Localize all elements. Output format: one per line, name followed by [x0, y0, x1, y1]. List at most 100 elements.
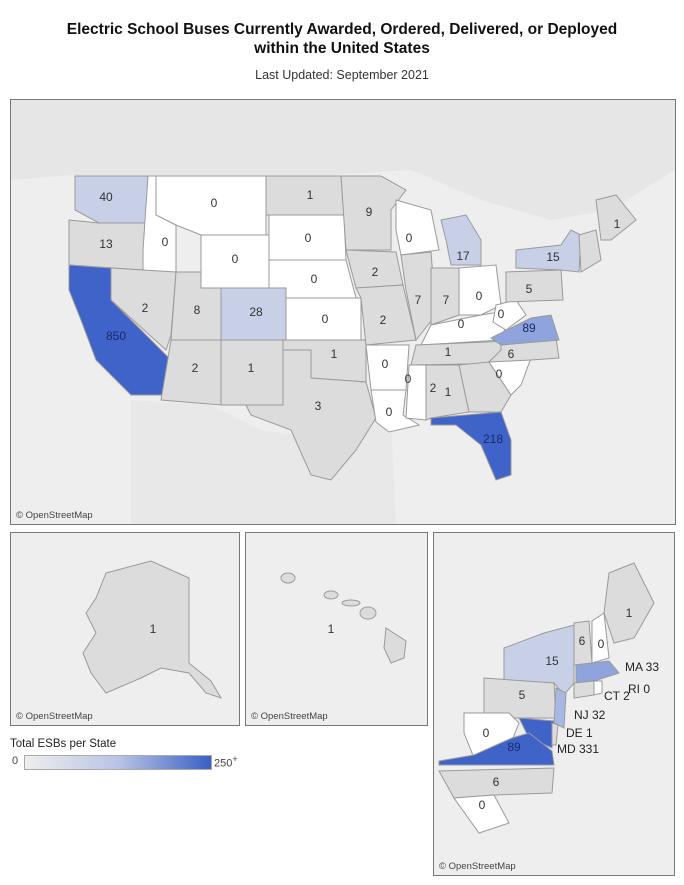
state-value-CO: 28 — [249, 305, 263, 319]
island-maui — [359, 606, 377, 620]
legend-max-label: 250+ — [214, 754, 238, 770]
state-value-ND: 1 — [307, 188, 314, 202]
ne-label-NJ: NJ 32 — [574, 708, 606, 722]
state-value-KY: 0 — [458, 317, 465, 331]
state-value-MS: 0 — [405, 372, 412, 386]
island-hawaii — [383, 627, 407, 664]
legend-min-label: 0 — [12, 755, 19, 767]
state-value-MN: 9 — [366, 205, 373, 219]
state-value-VA: 89 — [522, 321, 536, 335]
state-value-NV: 2 — [142, 301, 149, 315]
state-value-IA: 2 — [372, 265, 379, 279]
state-WI — [395, 199, 440, 256]
ne-label-MD: MD 331 — [557, 742, 599, 756]
legend-title: Total ESBs per State — [10, 738, 117, 750]
hawaii-inset-map[interactable]: 1 © OpenStreetMap — [245, 532, 428, 726]
state-FL — [430, 411, 512, 481]
state-value-TN: 1 — [445, 345, 452, 359]
state-GA — [458, 361, 512, 413]
state-value-WA: 40 — [99, 190, 113, 204]
state-value-AR: 0 — [382, 357, 389, 371]
state-value-KS: 0 — [322, 312, 329, 326]
alaska-value: 1 — [150, 622, 157, 636]
ne-value-NH: 0 — [598, 637, 605, 651]
ne-state-NH — [591, 612, 610, 664]
ne-label-CT: CT 2 — [604, 689, 630, 703]
chart-title: Electric School Buses Currently Awarded,… — [0, 20, 684, 58]
main-us-map[interactable]: 40 13 850 0 2 8 2 0 0 28 1 1 0 0 0 1 3 9 2 2 0 0 0 7 17 7 0 0 1 0 1 2 21… — [10, 99, 676, 525]
state-value-OH: 0 — [476, 289, 483, 303]
ne-value-PA: 5 — [519, 688, 526, 702]
ne-value-NC: 6 — [493, 775, 500, 789]
alaska-credit: © OpenStreetMap — [16, 711, 93, 722]
island-oahu — [323, 590, 339, 600]
ne-state-NC — [438, 767, 555, 799]
ne-value-VT: 6 — [579, 634, 586, 648]
last-updated-subtitle: Last Updated: September 2021 — [255, 68, 429, 82]
state-value-CA: 850 — [106, 329, 126, 343]
state-value-TX: 3 — [315, 399, 322, 413]
state-value-AL: 1 — [445, 385, 452, 399]
ne-state-DE — [551, 722, 559, 746]
ne-state-RI — [593, 680, 603, 696]
state-NE-small — [578, 229, 602, 273]
state-value-AZ: 2 — [192, 361, 199, 375]
ne-value-VA: 89 — [507, 740, 521, 754]
title-line-1: Electric School Buses Currently Awarded,… — [66, 21, 618, 38]
state-value-MO: 2 — [380, 313, 387, 327]
state-PA — [505, 269, 564, 303]
state-value-OR: 13 — [99, 237, 113, 251]
state-VA — [490, 314, 560, 346]
legend-gradient-bar — [24, 755, 212, 770]
ne-state-CT — [573, 680, 595, 699]
state-value-PA: 5 — [526, 282, 533, 296]
state-value-UT: 8 — [194, 303, 201, 317]
state-value-MI: 17 — [456, 249, 470, 263]
state-value-GA: 2 — [430, 381, 437, 395]
legend-max-value: 250 — [214, 757, 233, 770]
state-value-WI: 0 — [406, 231, 413, 245]
main-map-credit: © OpenStreetMap — [16, 510, 93, 521]
state-value-OK: 1 — [331, 347, 338, 361]
state-AZ — [160, 339, 222, 406]
state-value-NE: 0 — [311, 272, 318, 286]
northeast-credit: © OpenStreetMap — [439, 861, 516, 872]
state-value-LA: 0 — [386, 405, 393, 419]
alaska-inset-map[interactable]: 1 © OpenStreetMap — [10, 532, 240, 726]
state-value-SD: 0 — [305, 231, 312, 245]
state-value-ID: 0 — [162, 235, 169, 249]
state-value-IL: 7 — [415, 293, 422, 307]
state-value-NY: 15 — [546, 250, 560, 264]
hawaii-credit: © OpenStreetMap — [251, 711, 328, 722]
ne-state-MD — [518, 717, 555, 749]
ne-label-RI: RI 0 — [628, 682, 650, 696]
state-value-MT: 0 — [211, 196, 218, 210]
ne-state-VA — [438, 732, 555, 766]
northeast-state-values: 1 6 0 15 5 0 89 6 0 MA 33 RI 0 CT 2 NJ 3… — [479, 606, 660, 812]
state-LA — [370, 389, 421, 433]
state-ME — [595, 194, 637, 241]
state-MO — [355, 284, 417, 346]
ne-label-MA: MA 33 — [625, 660, 659, 674]
state-AK — [82, 560, 223, 699]
state-IL — [400, 251, 437, 342]
state-value-NC: 6 — [508, 347, 515, 361]
state-TX — [245, 349, 377, 481]
state-OH — [458, 264, 502, 316]
hawaii-value: 1 — [328, 622, 335, 636]
state-value-NM: 1 — [248, 361, 255, 375]
state-AL — [425, 364, 470, 421]
ne-value-WV: 0 — [483, 726, 490, 740]
state-NV — [110, 267, 177, 351]
state-value-ME: 1 — [614, 217, 621, 231]
ne-value-NY: 15 — [545, 654, 559, 668]
island-molokai — [341, 599, 361, 607]
ne-value-ME: 1 — [626, 606, 633, 620]
ne-state-SC — [453, 794, 510, 834]
state-value-WY: 0 — [232, 252, 239, 266]
ne-state-MA — [575, 660, 620, 684]
state-MI — [440, 214, 482, 266]
northeast-inset-map[interactable]: 1 6 0 15 5 0 89 6 0 MA 33 RI 0 CT 2 NJ 3… — [433, 532, 675, 876]
